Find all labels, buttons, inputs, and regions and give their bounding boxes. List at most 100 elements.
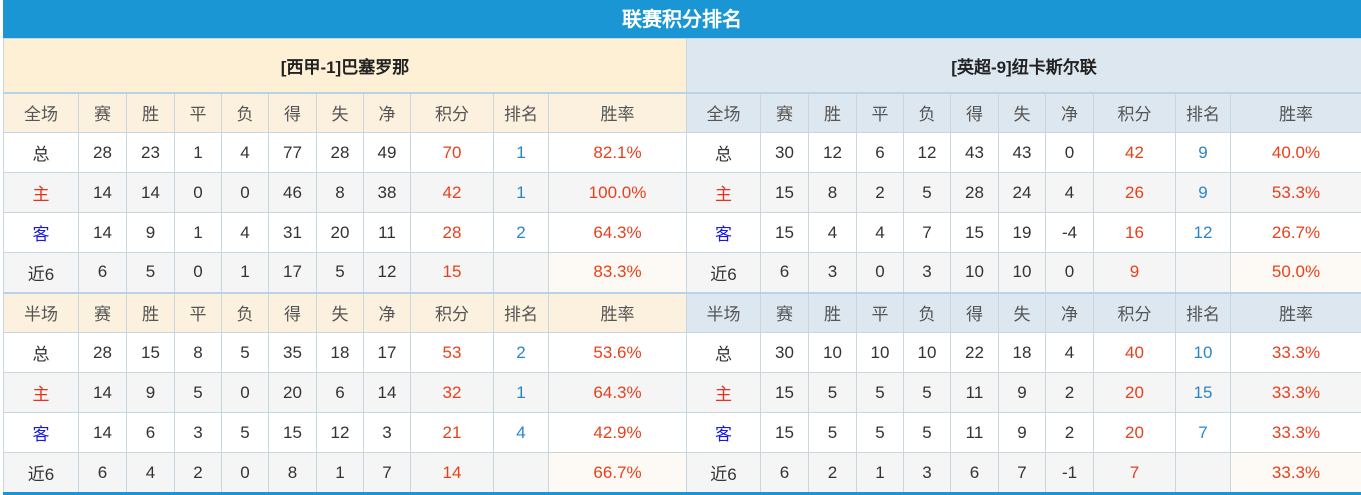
- column-header-goals-against: 失: [998, 91, 1046, 133]
- cell-matches: 6: [78, 252, 127, 293]
- column-header-wins: 胜: [808, 291, 857, 333]
- column-header-rank: 排名: [1175, 91, 1231, 133]
- cell-draws: 5: [856, 412, 904, 453]
- cell-win-rate: 83.3%: [547, 252, 688, 293]
- home-team-standings: [西甲-1]巴塞罗那 全场赛胜平负得失净积分 排名 胜率总 28 23 1 4 77 28 49 70…: [2, 38, 688, 493]
- cell-rank: 1: [493, 372, 549, 413]
- cell-win-rate: 53.3%: [1229, 172, 1361, 213]
- cell-matches: 6: [78, 452, 127, 493]
- column-header-win-rate: 胜率: [1229, 291, 1361, 333]
- cell-goals-against: 9: [998, 372, 1046, 413]
- cell-rank: 9: [1175, 172, 1231, 213]
- cell-win-rate: 33.3%: [1229, 332, 1361, 373]
- cell-losses: 0: [221, 172, 269, 213]
- column-header-goals-for: 得: [950, 291, 999, 333]
- standings-table: [英超-9]纽卡斯尔联 全场赛胜平负得失净积分 排名 胜率总 30 12 6 12 43 43 0 4…: [685, 38, 1361, 493]
- cell-goals-for: 17: [268, 252, 317, 293]
- column-header-points: 积分: [410, 91, 494, 133]
- team-name: [英超-9]纽卡斯尔联: [685, 38, 1361, 93]
- row-label: 主: [3, 372, 79, 413]
- cell-draws: 0: [174, 252, 222, 293]
- column-header-goals-for: 得: [950, 91, 999, 133]
- column-header-goal-diff: 净: [1045, 91, 1094, 133]
- cell-wins: 2: [808, 452, 857, 493]
- cell-draws: 4: [856, 212, 904, 253]
- cell-win-rate: 64.3%: [547, 212, 688, 253]
- cell-rank: 2: [493, 212, 549, 253]
- row-label: 主: [686, 372, 761, 413]
- cell-win-rate: 33.3%: [1229, 372, 1361, 413]
- table-row: 近6 6 2 1 3 6 7 -1 7 33.3%: [686, 452, 1361, 493]
- cell-matches: 15: [760, 372, 809, 413]
- cell-losses: 0: [221, 372, 269, 413]
- cell-win-rate: 50.0%: [1229, 252, 1361, 293]
- cell-goals-for: 15: [268, 412, 317, 453]
- cell-wins: 9: [126, 212, 175, 253]
- section-label: 半场: [686, 291, 761, 333]
- cell-wins: 15: [126, 332, 175, 373]
- row-label: 主: [3, 172, 79, 213]
- cell-rank: 2: [493, 332, 549, 373]
- column-header-matches: 赛: [760, 291, 809, 333]
- cell-goal-diff: 14: [363, 372, 411, 413]
- cell-goal-diff: 0: [1045, 252, 1094, 293]
- column-header-rank: 排名: [493, 91, 549, 133]
- cell-win-rate: 82.1%: [547, 132, 688, 173]
- cell-rank: [1175, 252, 1231, 293]
- cell-rank: [493, 252, 549, 293]
- cell-losses: 0: [221, 452, 269, 493]
- table-row: 主 15 5 5 5 11 9 2 20 15 33.3%: [686, 372, 1361, 413]
- cell-losses: 7: [903, 212, 951, 253]
- cell-goals-against: 6: [316, 372, 364, 413]
- cell-wins: 8: [808, 172, 857, 213]
- column-header-goals-for: 得: [268, 291, 317, 333]
- cell-goals-against: 18: [316, 332, 364, 373]
- cell-points: 42: [1093, 132, 1176, 173]
- cell-goal-diff: 0: [1045, 132, 1094, 173]
- cell-draws: 8: [174, 332, 222, 373]
- cell-losses: 5: [221, 332, 269, 373]
- cell-losses: 4: [221, 132, 269, 173]
- cell-goal-diff: -4: [1045, 212, 1094, 253]
- cell-goals-against: 5: [316, 252, 364, 293]
- column-header-losses: 负: [903, 91, 951, 133]
- cell-wins: 5: [808, 372, 857, 413]
- page-title: 联赛积分排名: [3, 0, 1361, 38]
- cell-goals-for: 15: [950, 212, 999, 253]
- cell-goals-for: 11: [950, 372, 999, 413]
- table-row: 客 15 5 5 5 11 9 2 20 7 33.3%: [686, 412, 1361, 453]
- cell-goals-for: 22: [950, 332, 999, 373]
- cell-win-rate: 64.3%: [547, 372, 688, 413]
- cell-draws: 6: [856, 132, 904, 173]
- table-row: 客 14 6 3 5 15 12 3 21 4 42.9%: [3, 412, 688, 453]
- column-header-draws: 平: [174, 91, 222, 133]
- column-header-rank: 排名: [493, 291, 549, 333]
- cell-points: 70: [410, 132, 494, 173]
- column-header-losses: 负: [221, 91, 269, 133]
- cell-rank: [493, 452, 549, 493]
- cell-points: 32: [410, 372, 494, 413]
- cell-matches: 28: [78, 332, 127, 373]
- cell-matches: 30: [760, 132, 809, 173]
- cell-points: 20: [1093, 412, 1176, 453]
- column-header-losses: 负: [903, 291, 951, 333]
- column-header-matches: 赛: [78, 291, 127, 333]
- column-header-goal-diff: 净: [363, 291, 411, 333]
- row-label: 近6: [3, 452, 79, 493]
- cell-losses: 3: [903, 452, 951, 493]
- cell-goals-against: 20: [316, 212, 364, 253]
- table-row: 主 14 9 5 0 20 6 14 32 1 64.3%: [3, 372, 688, 413]
- cell-rank: 7: [1175, 412, 1231, 453]
- cell-rank: 12: [1175, 212, 1231, 253]
- cell-wins: 6: [126, 412, 175, 453]
- cell-losses: 5: [903, 412, 951, 453]
- cell-wins: 4: [808, 212, 857, 253]
- row-label: 总: [686, 332, 761, 373]
- cell-goals-for: 46: [268, 172, 317, 213]
- table-row: 总 30 10 10 10 22 18 4 40 10 33.3%: [686, 332, 1361, 373]
- cell-draws: 1: [174, 212, 222, 253]
- cell-rank: 4: [493, 412, 549, 453]
- away-team-standings: [英超-9]纽卡斯尔联 全场赛胜平负得失净积分 排名 胜率总 30 12 6 12 43 43 0 4…: [685, 38, 1361, 493]
- column-header-win-rate: 胜率: [1229, 91, 1361, 133]
- cell-goal-diff: 2: [1045, 412, 1094, 453]
